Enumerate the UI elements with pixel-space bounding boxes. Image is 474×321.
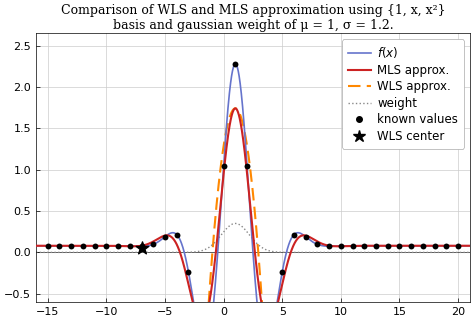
Point bbox=[408, 243, 415, 248]
Point bbox=[443, 243, 450, 248]
Point bbox=[102, 243, 110, 248]
Point bbox=[243, 163, 251, 168]
Point bbox=[232, 61, 239, 66]
Point bbox=[454, 243, 462, 248]
Point bbox=[314, 242, 321, 247]
Point bbox=[185, 269, 192, 274]
Point bbox=[114, 243, 122, 248]
Point bbox=[149, 242, 157, 247]
Point bbox=[337, 243, 345, 248]
Point bbox=[419, 243, 427, 248]
Point bbox=[79, 243, 87, 248]
Point bbox=[349, 243, 356, 248]
Legend: $f(x)$, MLS approx., WLS approx., weight, known values, WLS center: $f(x)$, MLS approx., WLS approx., weight… bbox=[342, 39, 464, 149]
Point bbox=[44, 243, 52, 248]
Point bbox=[290, 232, 298, 237]
Point bbox=[138, 246, 146, 251]
Point bbox=[431, 243, 438, 248]
Title: Comparison of WLS and MLS approximation using {1, x, x²}
basis and gaussian weig: Comparison of WLS and MLS approximation … bbox=[61, 4, 445, 32]
Point bbox=[302, 234, 310, 239]
Point bbox=[361, 243, 368, 248]
Point bbox=[255, 316, 263, 321]
Point bbox=[208, 316, 216, 321]
Point bbox=[67, 243, 75, 248]
Point bbox=[278, 269, 286, 274]
Point bbox=[138, 244, 146, 249]
Point bbox=[372, 243, 380, 248]
Point bbox=[126, 243, 134, 248]
Point bbox=[384, 243, 392, 248]
Point bbox=[325, 244, 333, 249]
Point bbox=[396, 243, 403, 248]
Point bbox=[220, 163, 228, 168]
Point bbox=[161, 234, 169, 239]
Point bbox=[91, 243, 99, 248]
Point bbox=[173, 232, 181, 237]
Point bbox=[55, 243, 63, 248]
